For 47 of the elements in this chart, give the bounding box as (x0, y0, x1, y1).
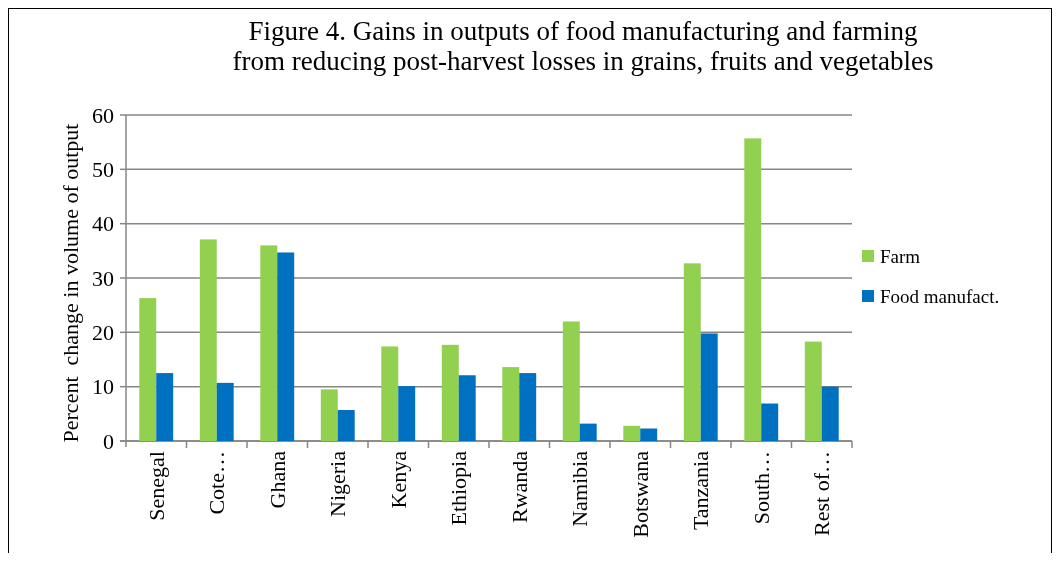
bar (260, 245, 278, 441)
bar (277, 252, 295, 441)
bar (804, 341, 822, 441)
y-axis-title: Percent change in volume of output (58, 123, 83, 443)
y-tick-label: 30 (92, 265, 114, 291)
bar (562, 321, 580, 441)
bar (441, 344, 459, 441)
bar (683, 263, 701, 441)
bar (199, 239, 217, 441)
bar (623, 425, 641, 441)
x-tick-label: Botswana (627, 450, 653, 538)
y-tick-label: 60 (92, 102, 114, 128)
bar (337, 410, 355, 441)
bar (398, 386, 416, 441)
bar (579, 423, 597, 441)
bar (216, 382, 234, 441)
y-tick-label: 10 (92, 374, 114, 400)
chart-title: Figure 4. Gains in outputs of food manufacturing and farming from reducing post-harvest losses in grains, fruits and vegetables (232, 16, 934, 76)
y-tick-label: 0 (103, 428, 114, 454)
bar (381, 346, 399, 441)
x-tick-label: Nigeria (325, 450, 351, 517)
x-tick-label: Rwanda (506, 450, 532, 524)
bar (502, 367, 520, 441)
x-tick-label: Kenya (385, 450, 411, 509)
bar (640, 428, 658, 441)
bar (744, 138, 762, 441)
y-tick-label: 50 (92, 157, 114, 183)
x-tick-label: Tanzania (688, 450, 714, 531)
x-tick-label: South… (748, 451, 774, 525)
bar (700, 333, 718, 441)
x-tick-label: Senegal (143, 451, 169, 521)
x-tick-label: Cote… (204, 451, 230, 515)
bar (458, 375, 476, 441)
y-tick-label: 40 (92, 211, 114, 237)
bar (821, 386, 839, 441)
x-tick-label: Ethiopia (446, 450, 472, 526)
bar (519, 373, 537, 441)
legend-label: Food manufact. (880, 285, 1000, 307)
bar (320, 389, 338, 441)
x-tick-label: Namibia (567, 450, 593, 527)
bar (761, 403, 779, 441)
bar (156, 373, 174, 441)
bar (139, 298, 157, 441)
legend-label: Farm (880, 245, 921, 267)
x-tick-label: Rest of… (809, 451, 835, 536)
x-tick-label: Ghana (264, 450, 290, 509)
y-tick-label: 20 (92, 320, 114, 346)
